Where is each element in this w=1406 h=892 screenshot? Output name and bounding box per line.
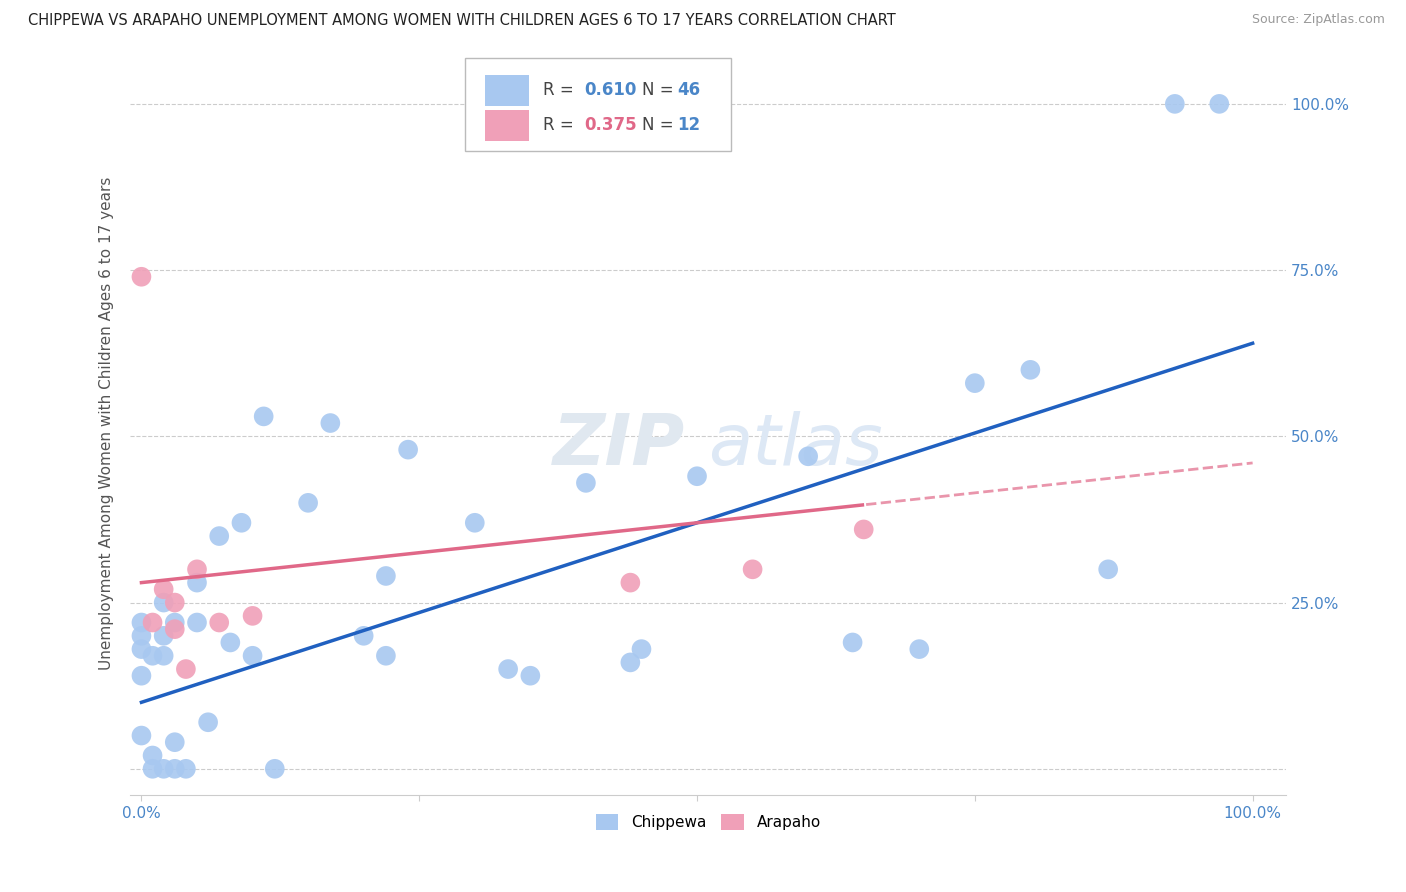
Point <box>496 662 519 676</box>
Point <box>197 715 219 730</box>
Text: ZIP: ZIP <box>553 411 685 480</box>
Point <box>852 523 875 537</box>
Point <box>841 635 863 649</box>
Point <box>464 516 486 530</box>
Point <box>163 596 186 610</box>
Point <box>142 748 165 763</box>
Point <box>152 648 174 663</box>
Point <box>1097 562 1119 576</box>
Text: Source: ZipAtlas.com: Source: ZipAtlas.com <box>1251 13 1385 27</box>
Point <box>174 662 197 676</box>
Text: 0.610: 0.610 <box>585 81 637 99</box>
Point <box>131 629 153 643</box>
FancyBboxPatch shape <box>465 58 731 152</box>
Point <box>374 648 396 663</box>
Point <box>1208 96 1230 111</box>
Point <box>163 615 186 630</box>
Text: R =: R = <box>543 81 579 99</box>
Point <box>963 376 986 391</box>
Point <box>242 608 264 623</box>
Point <box>319 416 342 430</box>
Point <box>519 669 541 683</box>
Y-axis label: Unemployment Among Women with Children Ages 6 to 17 years: Unemployment Among Women with Children A… <box>100 177 114 670</box>
Point <box>1019 363 1042 377</box>
Text: 12: 12 <box>676 116 700 134</box>
Point <box>163 735 186 749</box>
Point <box>186 575 208 590</box>
Point <box>575 475 598 490</box>
Point <box>686 469 709 483</box>
Text: atlas: atlas <box>709 411 883 480</box>
Bar <box>485 110 529 141</box>
Point <box>186 562 208 576</box>
Point <box>152 762 174 776</box>
Point <box>131 269 153 284</box>
Point <box>797 450 820 464</box>
Point <box>253 409 276 424</box>
Legend: Chippewa, Arapaho: Chippewa, Arapaho <box>589 808 827 836</box>
Point <box>374 569 396 583</box>
Point <box>208 529 231 543</box>
Point <box>131 642 153 657</box>
Text: 0.375: 0.375 <box>585 116 637 134</box>
Point <box>353 629 375 643</box>
Point <box>174 762 197 776</box>
Point <box>396 442 419 457</box>
Point <box>1164 96 1187 111</box>
Point <box>152 596 174 610</box>
Point <box>131 615 153 630</box>
Point <box>231 516 253 530</box>
Point <box>131 669 153 683</box>
Point <box>163 622 186 636</box>
Point <box>219 635 242 649</box>
Point <box>619 575 641 590</box>
Text: N =: N = <box>643 81 679 99</box>
Text: CHIPPEWA VS ARAPAHO UNEMPLOYMENT AMONG WOMEN WITH CHILDREN AGES 6 TO 17 YEARS CO: CHIPPEWA VS ARAPAHO UNEMPLOYMENT AMONG W… <box>28 13 896 29</box>
Point <box>208 615 231 630</box>
Point <box>263 762 285 776</box>
Point <box>163 762 186 776</box>
Point <box>741 562 763 576</box>
Point <box>186 615 208 630</box>
Text: R =: R = <box>543 116 579 134</box>
Text: 46: 46 <box>676 81 700 99</box>
Point <box>630 642 652 657</box>
Point <box>297 496 319 510</box>
Point <box>131 729 153 743</box>
Bar <box>485 75 529 106</box>
Point <box>142 615 165 630</box>
Point <box>152 629 174 643</box>
Point <box>619 656 641 670</box>
Point <box>242 648 264 663</box>
Point <box>142 762 165 776</box>
Point <box>152 582 174 597</box>
Point <box>908 642 931 657</box>
Point <box>142 648 165 663</box>
Text: N =: N = <box>643 116 679 134</box>
